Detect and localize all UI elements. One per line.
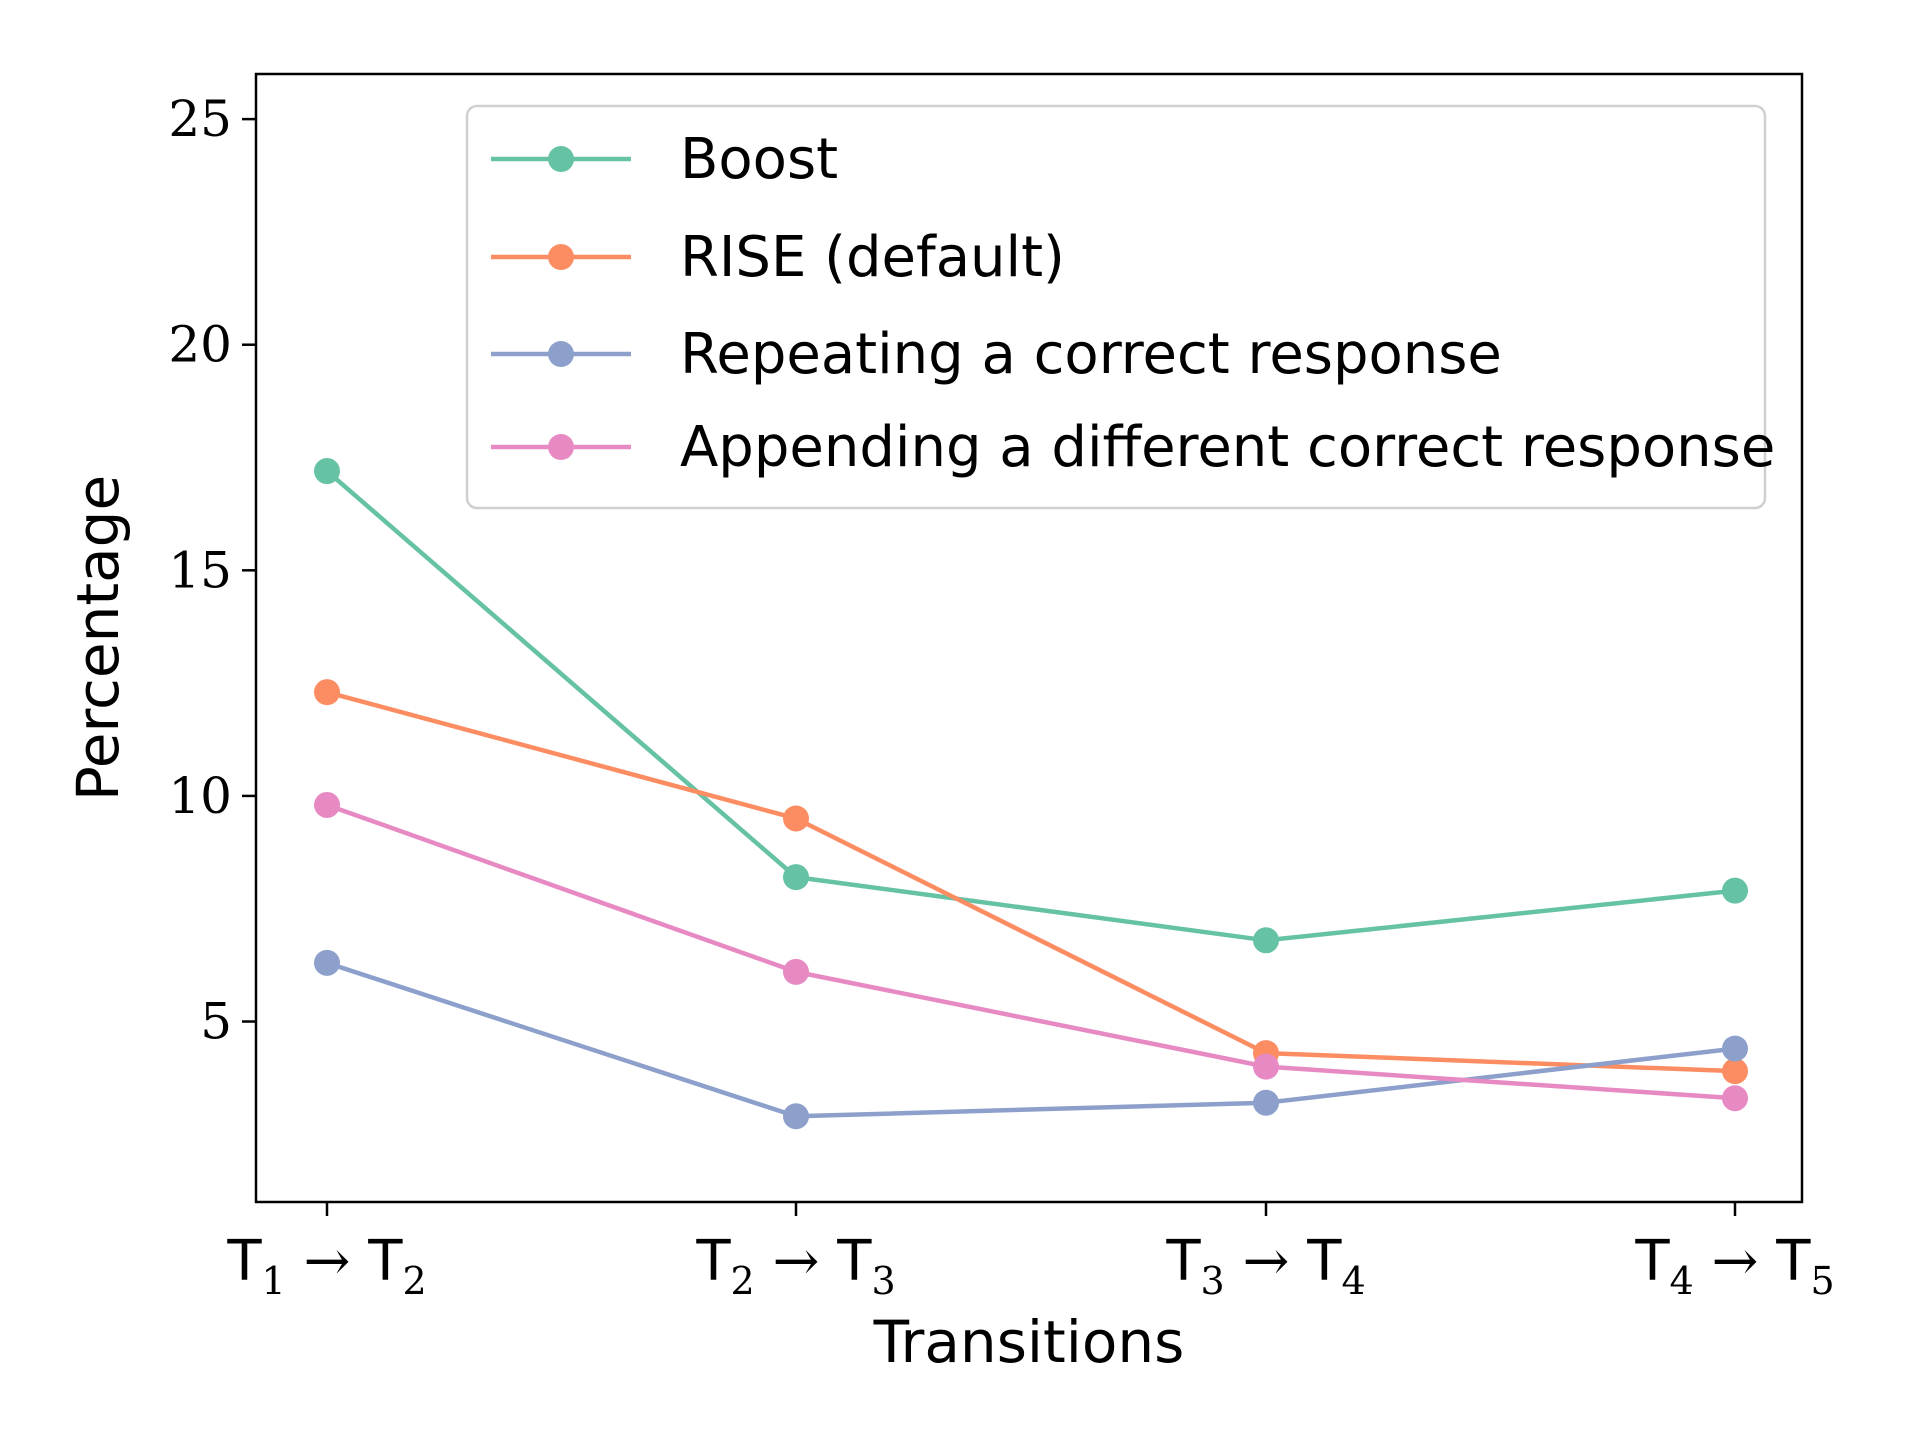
series-4-point [1722, 1085, 1748, 1112]
series-line-2 [326, 689, 1736, 1074]
x-tick-subscript: 2 [731, 1259, 755, 1303]
series-1-point [783, 864, 809, 891]
x-tick-arrow: → [1225, 1229, 1308, 1294]
plot-frame [254, 72, 1804, 1204]
plot-area [254, 72, 1804, 1204]
series-line-1 [325, 469, 1736, 943]
series-2-point [783, 805, 809, 832]
x-tick-arrow: → [1694, 1229, 1777, 1294]
series-line-3 [326, 960, 1736, 1119]
x-tick-base: T [1306, 1229, 1342, 1294]
series-4-point [1253, 1053, 1279, 1080]
legend-label: Appending a different correct response [680, 415, 1775, 480]
series-3-point [783, 1103, 809, 1130]
legend-label: RISE (default) [680, 225, 1065, 290]
legend-swatch-marker [548, 244, 574, 270]
x-tick-label: T3 → T4 [1165, 1229, 1365, 1303]
series-4-point [314, 791, 340, 818]
y-tick-label: 20 [168, 316, 232, 374]
y-tick-label: 5 [200, 993, 232, 1051]
x-tick-base: T [836, 1229, 872, 1294]
legend: Boost RISE (default) Repeating a correct r… [465, 104, 1775, 510]
x-tick-label: T2 → T3 [695, 1229, 895, 1303]
x-tick-base: T [1165, 1229, 1201, 1294]
series-line-4 [326, 802, 1736, 1101]
series-4-point [783, 958, 809, 985]
y-tick-label: 10 [168, 767, 232, 825]
series-2-point [1722, 1058, 1748, 1085]
x-tick-subscript: 4 [1670, 1259, 1694, 1303]
y-tick-label: 15 [168, 541, 232, 599]
x-tick-subscript: 3 [1201, 1259, 1225, 1303]
x-tick-subscript: 5 [1810, 1259, 1834, 1303]
x-tick-base: T [367, 1229, 403, 1294]
x-tick-base: T [226, 1229, 262, 1294]
series-2-point [314, 679, 340, 706]
x-tick-label: T1 → T2 [226, 1229, 426, 1303]
y-axis-label: Percentage [64, 475, 132, 801]
x-tick-subscript: 2 [402, 1259, 426, 1303]
series-3-point [1253, 1089, 1279, 1116]
x-tick-arrow: → [755, 1229, 838, 1294]
legend-swatch-marker [548, 341, 574, 367]
x-tick-base: T [1634, 1229, 1670, 1294]
legend-label: Repeating a correct response [680, 322, 1502, 387]
series-1-point [1253, 927, 1279, 954]
series-1-point [1722, 877, 1748, 904]
legend-box [465, 104, 1767, 510]
x-tick-arrow: → [286, 1229, 369, 1294]
legend-swatch-marker [548, 434, 574, 460]
x-tick-base: T [695, 1229, 731, 1294]
legend-label: Boost [680, 127, 838, 192]
series-3-point [314, 949, 340, 976]
x-axis-label: Transitions [873, 1308, 1185, 1376]
x-tick-subscript: 4 [1341, 1259, 1365, 1303]
x-tick-base: T [1775, 1229, 1811, 1294]
y-tick-label: 25 [168, 90, 232, 148]
series-3-point [1722, 1035, 1748, 1062]
x-tick-subscript: 1 [262, 1259, 286, 1303]
legend-swatch-marker [548, 146, 574, 172]
series-1-point [314, 458, 340, 485]
series-layer [314, 458, 1748, 1130]
x-tick-label: T4 → T5 [1634, 1229, 1834, 1303]
x-tick-subscript: 3 [871, 1259, 895, 1303]
